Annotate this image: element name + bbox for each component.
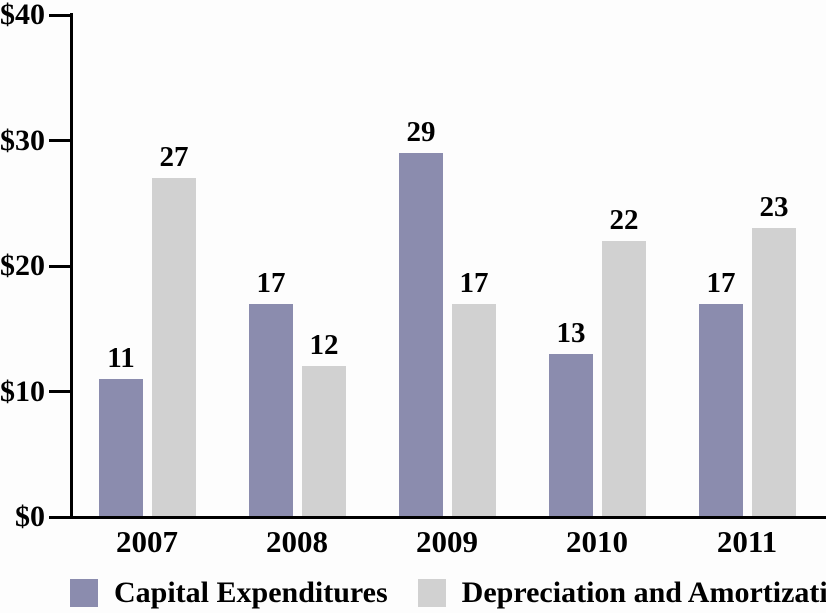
bar-value-label: 11 — [107, 342, 135, 374]
y-tick-mark — [49, 14, 72, 17]
bar-value-label: 12 — [309, 329, 339, 361]
bar-value-label: 13 — [556, 317, 586, 349]
bar-value-label: 22 — [609, 204, 639, 236]
x-tick-label: 2011 — [716, 524, 778, 559]
x-tick-label: 2009 — [416, 524, 478, 559]
bar — [699, 304, 743, 517]
legend-item: Depreciation and Amortization — [417, 576, 826, 610]
bar — [752, 228, 796, 517]
legend-swatch — [70, 579, 98, 607]
bar-value-label: 17 — [459, 267, 489, 299]
legend-label: Capital Expenditures — [114, 576, 388, 609]
y-tick-mark — [49, 265, 72, 268]
bar — [602, 241, 646, 517]
bar — [399, 153, 443, 517]
bar-value-label: 23 — [759, 191, 789, 223]
bar-value-label: 17 — [706, 267, 736, 299]
y-tick-label: $20 — [0, 249, 45, 282]
bar — [99, 379, 143, 517]
x-tick-label: 2010 — [566, 524, 628, 559]
bar — [302, 366, 346, 517]
x-tick-label: 2007 — [116, 524, 178, 559]
y-tick-label: $10 — [0, 375, 45, 408]
y-tick-mark — [49, 139, 72, 142]
bar — [452, 304, 496, 517]
bar — [249, 304, 293, 517]
legend-item: Capital Expenditures — [70, 576, 388, 610]
bar — [549, 354, 593, 517]
y-tick-label: $30 — [0, 124, 45, 157]
x-axis-line — [50, 516, 826, 519]
bar-value-label: 27 — [159, 141, 189, 173]
x-tick-label: 2008 — [266, 524, 328, 559]
legend-label: Depreciation and Amortization — [461, 576, 826, 609]
y-tick-label: $0 — [15, 500, 45, 533]
bar — [152, 178, 196, 517]
y-tick-mark — [49, 390, 72, 393]
bar-value-label: 17 — [256, 267, 286, 299]
legend: Capital Expenditures Depreciation and Amo… — [70, 576, 826, 610]
bar-value-label: 29 — [406, 116, 436, 148]
y-tick-label: $40 — [0, 0, 45, 31]
legend-swatch — [417, 579, 446, 607]
